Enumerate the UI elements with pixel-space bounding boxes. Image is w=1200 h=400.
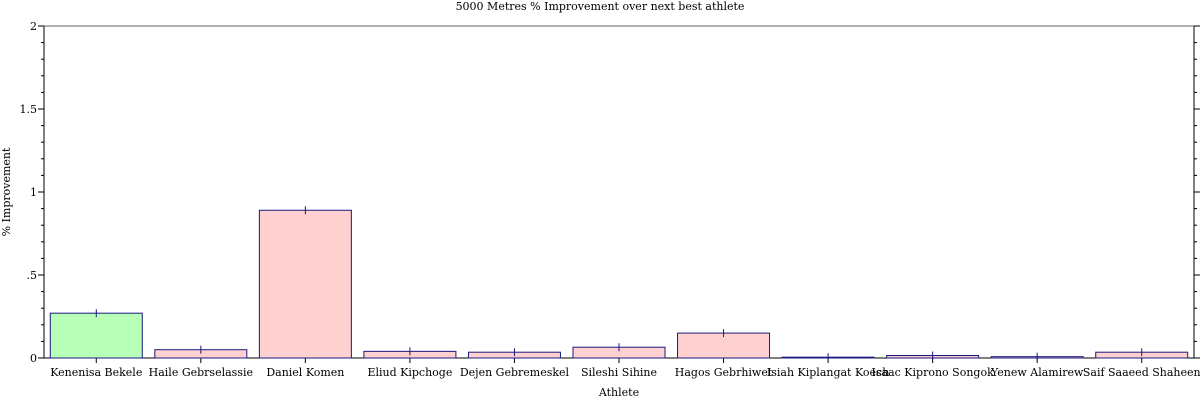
y-tick-labels: 0 .5 1 1.5 2 (20, 20, 38, 365)
x-tick-label: Eliud Kipchoge (367, 366, 452, 379)
x-tick-label: Yenew Alamirew (990, 366, 1084, 379)
chart-title: 5000 Metres % Improvement over next best… (456, 0, 745, 13)
y-tick-label: .5 (27, 269, 38, 282)
y-tick-label: 2 (30, 20, 37, 33)
x-tick-label: Hagos Gebrhiwet (675, 366, 773, 379)
axes (38, 25, 1200, 363)
bar (49, 312, 143, 359)
bar (258, 209, 352, 359)
x-tick-label: Daniel Komen (266, 366, 344, 379)
x-tick-label: Kenenisa Bekele (50, 366, 142, 379)
x-tick-label: Haile Gebrselassie (149, 366, 253, 379)
x-axis-label: Athlete (598, 386, 639, 399)
bars (49, 206, 1189, 362)
x-tick-label: Isaac Kiprono Songok (872, 366, 995, 379)
y-tick-label: 1 (30, 186, 37, 199)
y-tick-label: 0 (30, 352, 37, 365)
x-tick-label: Saif Saaeed Shaheen (1083, 366, 1200, 379)
x-tick-label: Sileshi Sihine (581, 366, 657, 379)
x-tick-labels: Kenenisa Bekele Haile Gebrselassie Daniel … (50, 366, 1200, 379)
x-tick-label: Dejen Gebremeskel (460, 366, 570, 379)
bar (677, 332, 771, 359)
y-tick-label: 1.5 (20, 103, 38, 116)
y-axis-label: % Improvement (0, 147, 13, 236)
x-tick-label: Isiah Kiplangat Koech (767, 366, 889, 379)
